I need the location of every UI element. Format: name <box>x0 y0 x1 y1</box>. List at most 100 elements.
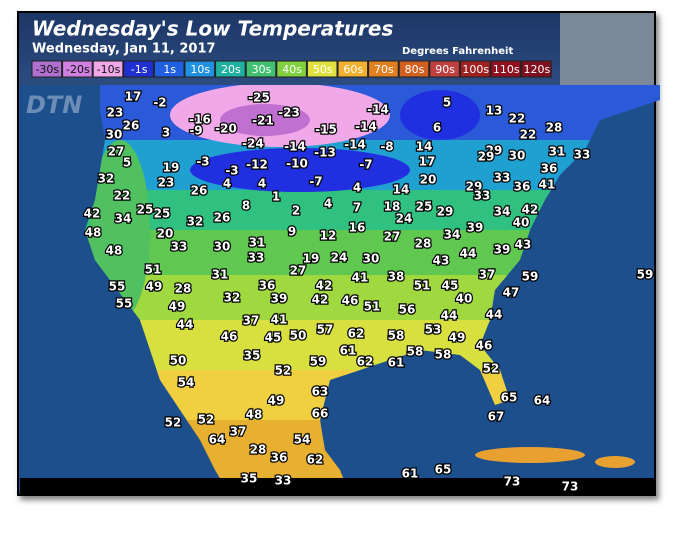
legend-label: 120s <box>524 63 551 76</box>
temperature: 65 <box>435 463 452 477</box>
legend-swatch <box>306 60 338 78</box>
temperature: 29 <box>437 205 454 219</box>
legend-swatch <box>337 60 369 78</box>
legend-label: 70s <box>374 63 394 76</box>
temperature: -25 <box>248 91 270 105</box>
temperature: 52 <box>198 413 215 427</box>
temperature: 67 <box>488 410 505 424</box>
temperature: -10 <box>286 157 308 171</box>
temperature: 62 <box>357 355 374 369</box>
temperature: 58 <box>388 329 405 343</box>
legend-swatch <box>459 60 491 78</box>
temperature: 50 <box>290 329 307 343</box>
temperature: 41 <box>539 178 556 192</box>
temperature: 2 <box>292 204 300 218</box>
temperature: 14 <box>393 183 410 197</box>
legend-label: 1s <box>163 63 176 76</box>
temperature: -14 <box>284 140 306 154</box>
temperature: 30 <box>363 252 380 266</box>
legend-label: 60s <box>343 63 363 76</box>
temperature: 57 <box>317 323 334 337</box>
temperature: 13 <box>486 104 503 118</box>
temperature: 23 <box>107 106 124 120</box>
temperature: 33 <box>248 251 265 265</box>
temperature: 28 <box>175 282 192 296</box>
temperature: 42 <box>316 279 333 293</box>
temperature: 34 <box>444 228 461 242</box>
legend-label: 10s <box>190 63 210 76</box>
temperature: 49 <box>449 331 466 345</box>
temperature: 61 <box>402 467 419 481</box>
legend-swatch <box>429 60 460 78</box>
subtitle: Wednesday, Jan 11, 2017 <box>32 42 216 57</box>
temperature: 40 <box>513 216 530 230</box>
temperature: 33 <box>474 189 491 203</box>
temperature: -14 <box>367 103 389 117</box>
temperature: 33 <box>275 474 292 488</box>
cuba <box>475 447 585 463</box>
temperature: 53 <box>425 323 442 337</box>
legend-swatch <box>31 60 63 78</box>
temperature: -14 <box>355 120 377 134</box>
temperature: 35 <box>241 472 258 486</box>
temperature: -3 <box>196 155 209 169</box>
temperature: -21 <box>252 114 274 128</box>
logo: DTN <box>26 91 82 119</box>
temperature: 18 <box>384 200 401 214</box>
temperature: 35 <box>244 349 261 363</box>
temperature: -7 <box>359 158 372 172</box>
temperature: 37 <box>479 268 496 282</box>
temperature: 32 <box>98 172 115 186</box>
temperature: 19 <box>303 252 320 266</box>
temperature: 42 <box>84 207 101 221</box>
temperature: 22 <box>114 189 131 203</box>
units: Degrees Fahrenheit <box>402 46 513 57</box>
temperature: -23 <box>278 106 300 120</box>
temperature: 23 <box>158 176 175 190</box>
temperature: 59 <box>522 270 539 284</box>
temperature: 61 <box>340 344 357 358</box>
temperature: 36 <box>271 451 288 465</box>
temperature: 4 <box>324 197 332 211</box>
temperature: 1 <box>272 190 280 204</box>
temperature: -3 <box>225 164 238 178</box>
temperature: 51 <box>145 263 162 277</box>
legend-label: 30s <box>252 63 272 76</box>
temperature: 36 <box>514 180 531 194</box>
header-land <box>560 13 654 85</box>
legend-swatch <box>184 60 216 78</box>
temperature: 26 <box>123 119 140 133</box>
temperature: 24 <box>396 212 413 226</box>
temperature: 32 <box>224 291 241 305</box>
temperature: 6 <box>433 121 441 135</box>
temperature: 49 <box>268 394 285 408</box>
temperature: 12 <box>320 229 337 243</box>
temperature: 27 <box>290 264 307 278</box>
temperature: 25 <box>154 207 171 221</box>
legend-label: -20s <box>66 63 90 76</box>
temperature: 48 <box>85 226 102 240</box>
temperature: 73 <box>562 480 579 494</box>
temperature: 49 <box>169 300 186 314</box>
legend-swatch <box>62 60 93 78</box>
temperature: 46 <box>342 294 359 308</box>
legend-label: 50s <box>313 63 333 76</box>
temperature: 51 <box>364 300 381 314</box>
legend-swatch <box>92 60 124 78</box>
temperature: 16 <box>349 221 366 235</box>
temperature: 44 <box>441 309 458 323</box>
temperature: 37 <box>230 425 247 439</box>
temperature: 27 <box>108 145 125 159</box>
temperature: 7 <box>353 201 361 215</box>
legend: -30s -20s -10s -1s 1s 10s 20s 30s 40s 50s 60s 70s 80… <box>31 60 552 78</box>
island <box>595 456 635 468</box>
temperature: 61 <box>388 356 405 370</box>
legend-label: -1s <box>131 63 148 76</box>
temperature: 22 <box>520 128 537 142</box>
temperature: 41 <box>352 271 369 285</box>
temperature: 51 <box>414 279 431 293</box>
temperature: 66 <box>312 407 329 421</box>
temperature: 29 <box>466 180 483 194</box>
temperature: 47 <box>503 286 520 300</box>
